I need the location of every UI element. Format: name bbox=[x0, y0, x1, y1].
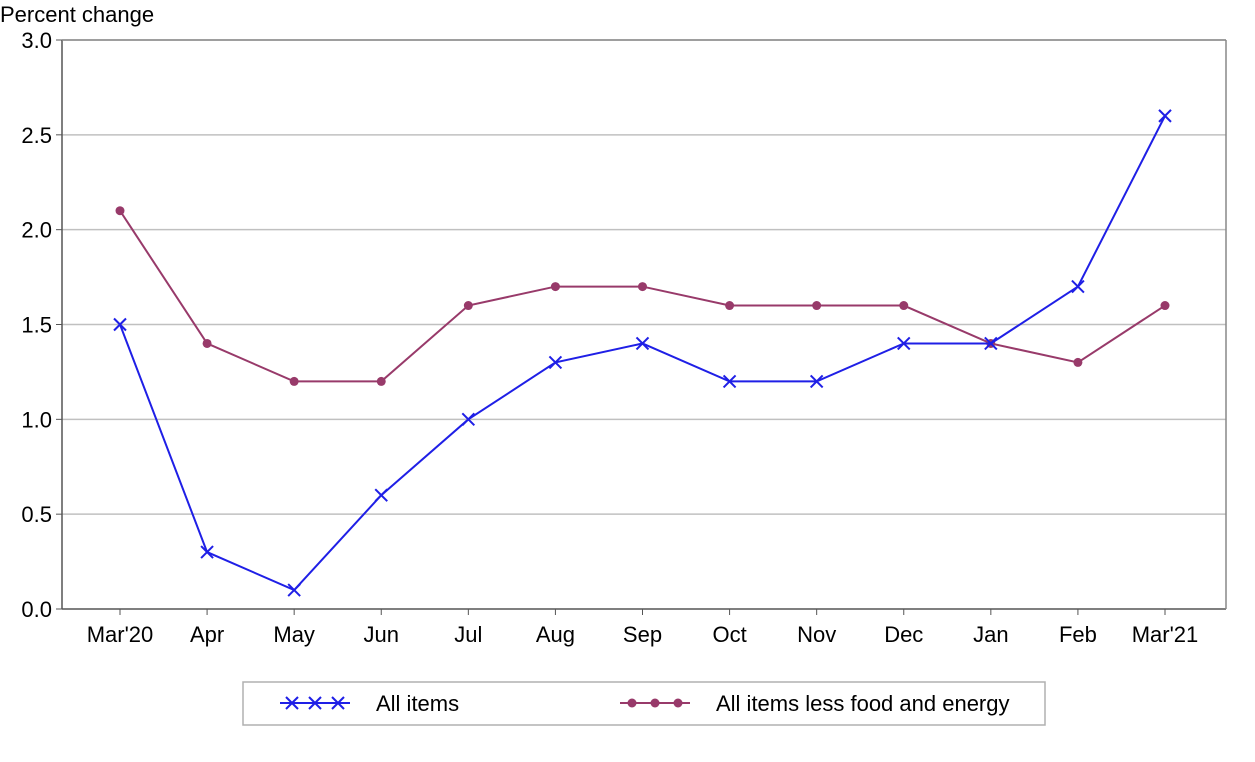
x-tick-label: Jul bbox=[454, 622, 482, 647]
data-point bbox=[635, 336, 650, 351]
x-marker-stroke bbox=[374, 488, 388, 502]
x-tick-label: Oct bbox=[712, 622, 746, 647]
x-marker-stroke bbox=[200, 545, 214, 559]
data-point bbox=[638, 282, 647, 292]
data-point bbox=[550, 282, 560, 292]
data-point bbox=[202, 338, 212, 348]
x-marker-stroke bbox=[984, 336, 998, 351]
x-marker-stroke bbox=[461, 412, 476, 427]
x-tick-label: Nov bbox=[797, 622, 836, 647]
data-point bbox=[1158, 109, 1172, 123]
x-marker-stroke bbox=[285, 696, 299, 710]
legend: All items All items less food and energy bbox=[242, 681, 1046, 726]
x-marker-stroke bbox=[809, 374, 824, 389]
data-point bbox=[548, 355, 563, 370]
circle-marker bbox=[650, 698, 660, 708]
legend-label: All items bbox=[376, 691, 459, 716]
x-marker-stroke bbox=[331, 696, 345, 710]
legend-label: All items less food and energy bbox=[716, 691, 1010, 716]
data-point bbox=[1073, 357, 1083, 367]
x-marker-stroke bbox=[635, 336, 650, 351]
x-tick-label: Aug bbox=[536, 622, 575, 647]
x-marker-stroke bbox=[1071, 279, 1085, 294]
data-point bbox=[809, 374, 824, 389]
x-marker-stroke bbox=[287, 583, 301, 597]
x-tick-label: Mar'21 bbox=[1132, 622, 1199, 647]
data-point bbox=[1160, 301, 1170, 311]
data-point bbox=[812, 301, 822, 311]
x-marker bbox=[285, 696, 299, 710]
series-all-items bbox=[113, 109, 1172, 597]
gridlines bbox=[62, 39, 1226, 515]
y-tick-label: 1.0 bbox=[21, 407, 52, 432]
series-line bbox=[119, 210, 1166, 383]
x-tick-label: Jan bbox=[973, 622, 1008, 647]
y-tick-label: 2.5 bbox=[21, 123, 52, 148]
legend-entry: All items less food and energy bbox=[620, 691, 1010, 716]
data-point bbox=[374, 488, 388, 502]
x-marker bbox=[331, 696, 345, 710]
x-marker-stroke bbox=[1158, 109, 1172, 123]
data-point bbox=[113, 317, 127, 332]
y-axis-label: Percent change bbox=[0, 2, 154, 27]
x-tick-label: Mar'20 bbox=[87, 622, 154, 647]
y-tick-label: 1.5 bbox=[21, 313, 52, 338]
data-point bbox=[1071, 279, 1085, 294]
series-all-items-less-food-and-energy bbox=[115, 206, 1170, 386]
data-point bbox=[463, 301, 473, 311]
x-tick-label: Apr bbox=[190, 622, 224, 647]
x-marker-stroke bbox=[722, 374, 737, 389]
y-tick-label: 2.0 bbox=[21, 218, 52, 243]
x-tick-labels: Mar'20 Apr May Jun Jul Aug Sep Oct Nov Dec Jan Feb M… bbox=[87, 622, 1199, 647]
x-marker-stroke bbox=[113, 317, 127, 332]
data-point bbox=[899, 301, 909, 311]
data-point bbox=[725, 301, 735, 311]
data-point bbox=[376, 376, 386, 386]
axes bbox=[56, 39, 1227, 615]
x-marker-stroke bbox=[897, 336, 911, 351]
series-line bbox=[119, 115, 1166, 592]
x-marker-stroke bbox=[308, 696, 322, 710]
x-tick-label: May bbox=[273, 622, 315, 647]
legend-entry: All items bbox=[280, 691, 459, 716]
x-tick-label: Feb bbox=[1059, 622, 1097, 647]
y-tick-label: 0.5 bbox=[21, 502, 52, 527]
circle-marker bbox=[673, 698, 683, 708]
y-tick-labels: 0.0 0.5 1.0 1.5 2.0 2.5 3.0 bbox=[21, 28, 52, 622]
data-point bbox=[722, 374, 737, 389]
x-tick-label: Sep bbox=[623, 622, 662, 647]
x-marker-stroke bbox=[548, 355, 563, 370]
y-tick-label: 0.0 bbox=[21, 597, 52, 622]
data-point bbox=[200, 545, 214, 559]
data-point bbox=[897, 336, 911, 351]
data-point bbox=[461, 412, 476, 427]
data-point bbox=[289, 376, 299, 386]
data-point bbox=[287, 583, 301, 597]
circle-marker bbox=[627, 698, 637, 708]
x-marker bbox=[308, 696, 322, 710]
y-tick-label: 3.0 bbox=[21, 28, 52, 53]
x-tick-label: Dec bbox=[884, 622, 923, 647]
data-point bbox=[984, 336, 998, 351]
series-lines bbox=[113, 109, 1172, 597]
x-tick-label: Jun bbox=[364, 622, 399, 647]
data-point bbox=[115, 206, 125, 216]
